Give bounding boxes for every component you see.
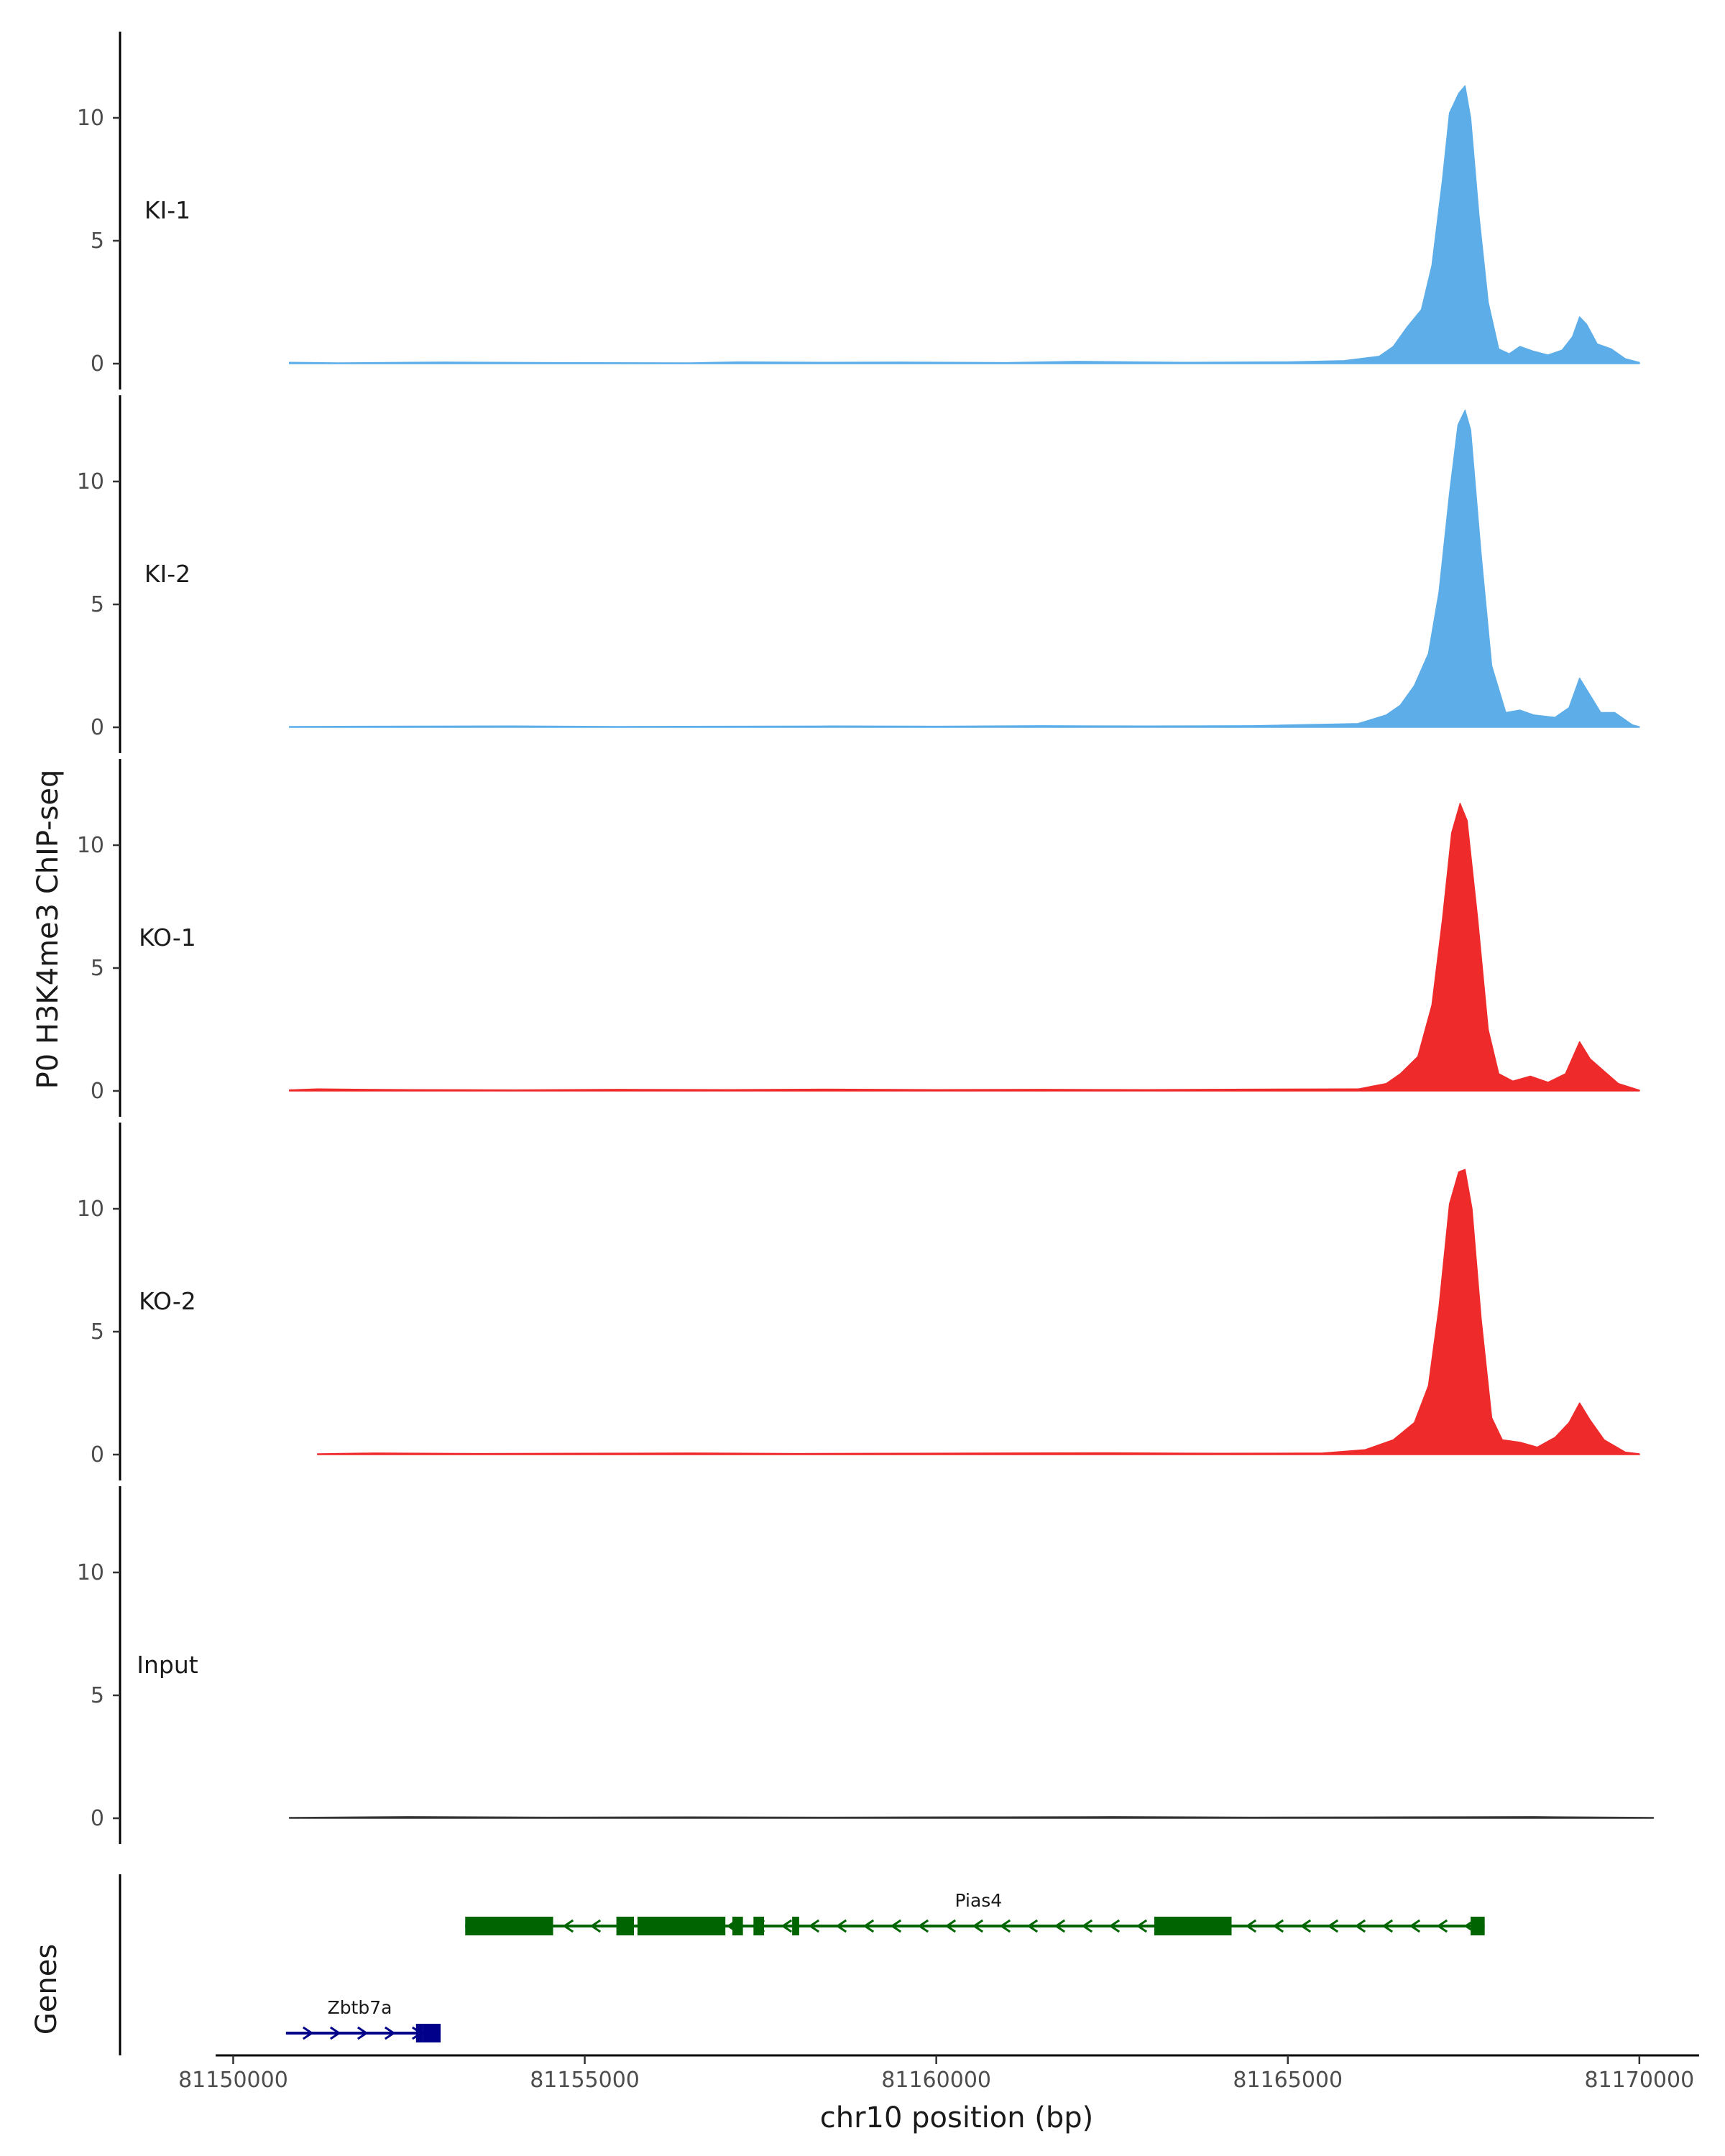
y-tick-label: 5 xyxy=(91,229,104,254)
exon-block xyxy=(423,2024,441,2042)
gene-label: Pias4 xyxy=(954,1890,1002,1911)
strand-arrow xyxy=(356,2026,369,2040)
track-panel-input: 0 5 10 Input xyxy=(77,1486,1655,1844)
exon-block xyxy=(637,1917,726,1935)
exon-block xyxy=(465,1917,553,1935)
exon-block xyxy=(753,1917,764,1935)
strand-arrow xyxy=(1054,1919,1066,1933)
y-tick-label: 10 xyxy=(77,833,104,858)
track-panel-ko-1: 0 5 10 KO-1 xyxy=(77,759,1640,1117)
strand-arrow xyxy=(890,1919,902,1933)
y-tick-label: 10 xyxy=(77,106,104,131)
strand-arrow xyxy=(1272,1919,1284,1933)
strand-arrow xyxy=(862,1919,875,1933)
y-tick-label: 0 xyxy=(91,715,104,740)
strand-arrow xyxy=(562,1919,574,1933)
track-label: Input xyxy=(137,1651,198,1679)
signal-area xyxy=(288,803,1640,1092)
strand-arrow xyxy=(1327,1919,1339,1933)
strand-arrow xyxy=(1300,1919,1312,1933)
y-tick-label: 0 xyxy=(91,1806,104,1831)
exon-block xyxy=(1154,1917,1232,1935)
exon-block xyxy=(1471,1917,1485,1935)
strand-arrow xyxy=(917,1919,929,1933)
y-tick-label: 10 xyxy=(77,1560,104,1585)
signal-area xyxy=(317,1169,1640,1455)
y-tick-label: 5 xyxy=(91,956,104,981)
strand-arrow xyxy=(1026,1919,1039,1933)
y-tick-label: 0 xyxy=(91,351,104,377)
x-tick-label: 81170000 xyxy=(1585,2068,1695,2093)
strand-arrow xyxy=(1136,1919,1148,1933)
strand-arrow xyxy=(999,1919,1011,1933)
strand-arrow xyxy=(781,1919,793,1933)
strand-arrow xyxy=(1409,1919,1421,1933)
track-label: KI-1 xyxy=(144,196,190,224)
y-tick-label: 0 xyxy=(91,1079,104,1104)
signal-tracks: 0 5 10 KI-1 0 5 10 KI-2 0 5 10 KO-1 0 5 10 KO-2 0 5 10 Inpu… xyxy=(77,32,1655,1844)
strand-arrow xyxy=(1436,1919,1448,1933)
track-label: KI-2 xyxy=(144,560,190,588)
strand-arrow xyxy=(1108,1919,1121,1933)
strand-arrow xyxy=(808,1919,820,1933)
signal-area xyxy=(288,85,1640,364)
track-panel-ko-2: 0 5 10 KO-2 xyxy=(77,1123,1640,1480)
exon-block xyxy=(732,1917,743,1935)
exon-block xyxy=(415,2024,423,2042)
exon-block xyxy=(616,1917,635,1935)
genes-track-title: Genes xyxy=(30,1944,63,2035)
gene-label: Zbtb7a xyxy=(328,1997,392,2018)
exon-block xyxy=(792,1917,799,1935)
gene-pias4: Pias4 xyxy=(465,1890,1485,1935)
x-axis-title: chr10 position (bp) xyxy=(820,2101,1094,2134)
strand-arrow xyxy=(1245,1919,1257,1933)
y-tick-label: 5 xyxy=(91,592,104,617)
x-tick-label: 81155000 xyxy=(530,2068,640,2093)
y-tick-label: 0 xyxy=(91,1442,104,1468)
strand-arrow xyxy=(944,1919,957,1933)
strand-arrow xyxy=(1081,1919,1093,1933)
y-tick-label: 10 xyxy=(77,1197,104,1222)
strand-arrow xyxy=(589,1919,602,1933)
x-tick-label: 81160000 xyxy=(881,2068,991,2093)
x-tick-label: 81165000 xyxy=(1233,2068,1343,2093)
y-axis-title: P0 H3K4me3 ChIP-seq xyxy=(32,770,65,1089)
strand-arrow xyxy=(384,2026,396,2040)
y-tick-label: 10 xyxy=(77,469,104,494)
strand-arrow xyxy=(302,2026,314,2040)
x-axis: 81150000 81155000 81160000 81165000 81170000 xyxy=(178,2054,1699,2093)
signal-area xyxy=(288,410,1640,728)
strand-arrow xyxy=(329,2026,341,2040)
strand-arrow xyxy=(835,1919,847,1933)
x-tick-label: 81150000 xyxy=(178,2068,288,2093)
signal-area xyxy=(288,1816,1655,1819)
track-label: KO-2 xyxy=(139,1287,196,1315)
track-label: KO-1 xyxy=(139,923,196,952)
y-tick-label: 5 xyxy=(91,1319,104,1345)
gene-zbtb7a: Zbtb7a xyxy=(285,1997,441,2042)
strand-arrow xyxy=(972,1919,984,1933)
track-panel-ki-2: 0 5 10 KI-2 xyxy=(77,395,1640,753)
genes-track: Pias4 Zbtb7a xyxy=(119,1874,1485,2055)
y-tick-label: 5 xyxy=(91,1683,104,1708)
strand-arrow xyxy=(1354,1919,1366,1933)
strand-arrow xyxy=(1381,1919,1394,1933)
track-panel-ki-1: 0 5 10 KI-1 xyxy=(77,32,1640,390)
